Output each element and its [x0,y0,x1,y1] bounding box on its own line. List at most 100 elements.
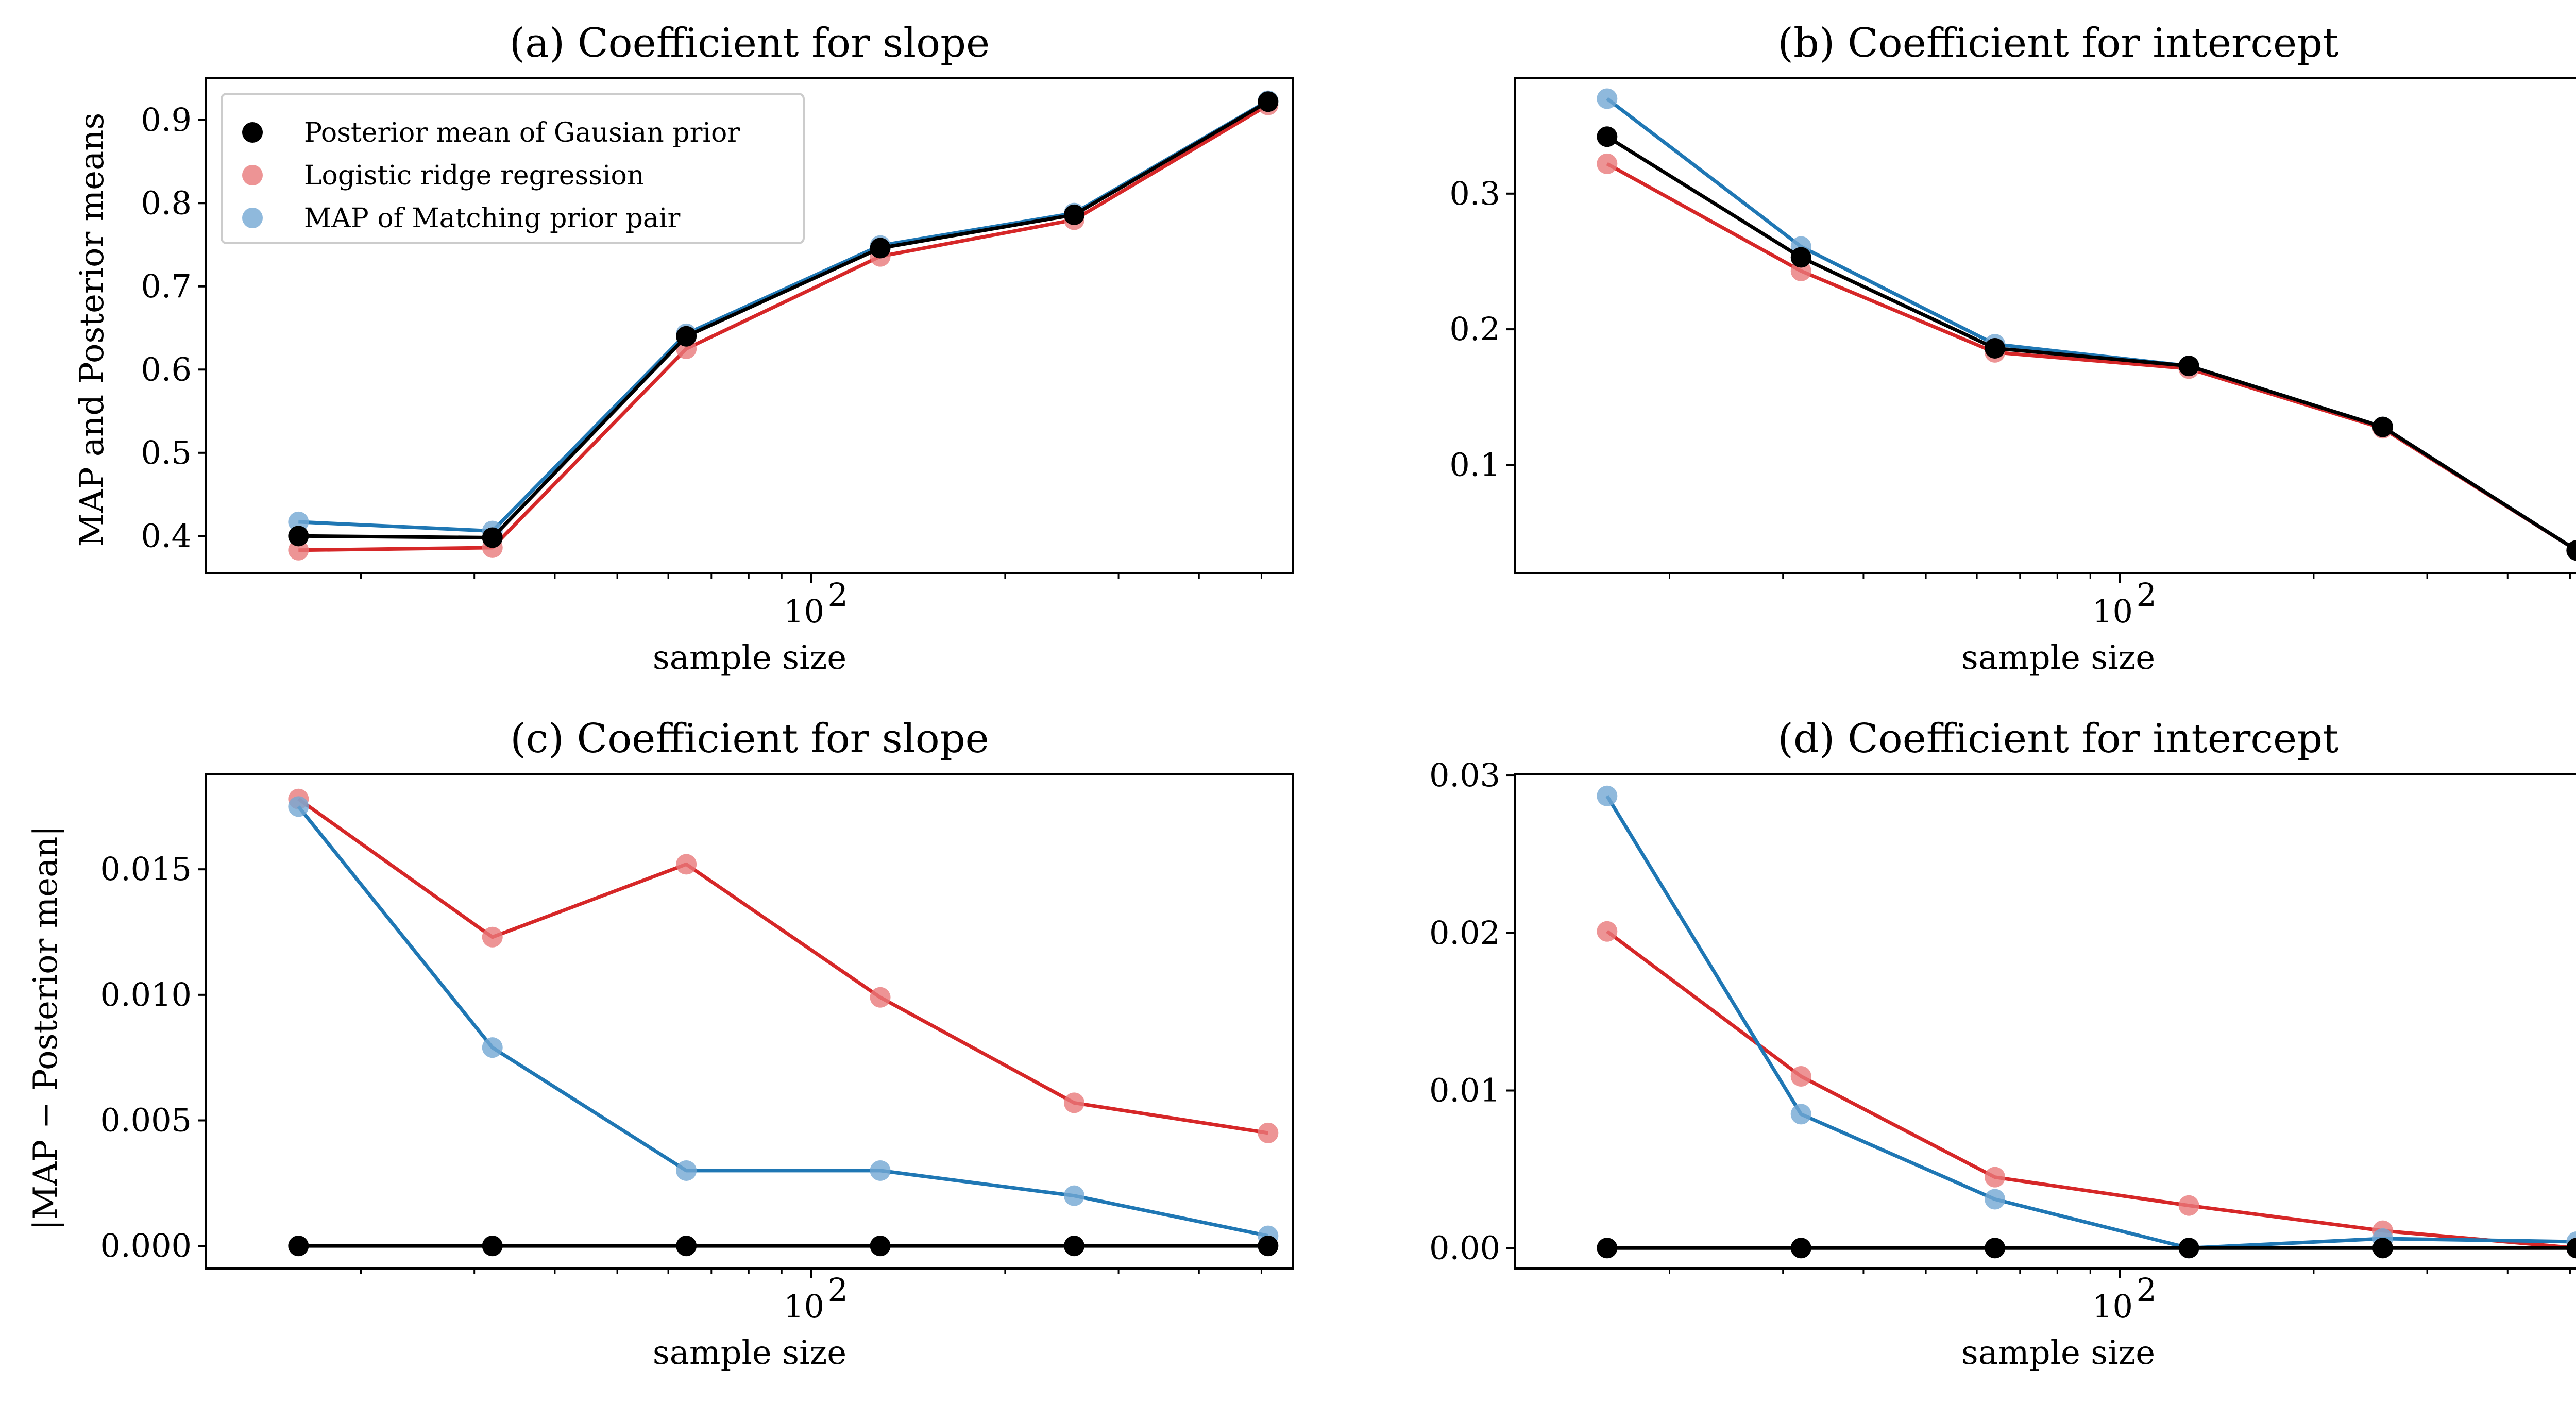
panel-d-series-matching-point [1597,785,1618,806]
panel-d-series-ridge-point [2178,1195,2199,1216]
panel-a: (a) Coefficient for slope 0.4 0.5 0.6 0.7 0.8… [141,20,1294,677]
panel-c-ytick-label: 0.000 [100,1227,192,1264]
panel-c-series-ridge-line [297,797,1268,1135]
panel-c-series-gaussian-point [482,1236,503,1257]
panel-a-ytick-label: 0.7 [141,267,192,305]
panel-c-series-ridge-point [676,854,697,875]
panel-c-series-gaussian-point [1258,1236,1279,1257]
panel-c-series-matching-point [1063,1185,1084,1206]
panel-a-xtick-label: 10 [784,593,824,630]
panel-a-x-axis-label: sample size [653,639,846,677]
legend-marker-ridge [242,165,263,185]
panel-d-series-gaussian-point [2178,1238,2199,1259]
panel-d-axes-frame [1514,773,2576,1270]
panel-c-series-gaussian-point [870,1236,891,1257]
panel-b-axes-frame [1514,77,2576,574]
panel-d-series-ridge-point [1597,921,1618,942]
panel-d-series-ridge-point [1985,1167,2006,1188]
panel-d-ytick-label: 0.02 [1429,914,1500,952]
y-axis-label-top: MAP and Posterior means [73,113,111,547]
panel-d-title: (d) Coefficient for intercept [1778,716,2339,762]
panel-c-series-matching-point [870,1160,891,1181]
panel-a-series-gaussian-line [298,100,1269,539]
panel-d-series-gaussian-point [1597,1238,1618,1259]
panel-c-series-ridge-point [1063,1092,1084,1113]
panel-b-xtick-exponent: 2 [2136,576,2156,614]
panel-c-ytick-label: 0.005 [100,1101,192,1139]
panel-a-ytick-label: 0.5 [141,434,192,471]
panel-a-ytick-label: 0.8 [141,184,192,222]
panel-c-title: (c) Coefficient for slope [510,716,989,762]
panel-b-x-axis-label: sample size [1961,639,2155,677]
panel-c-series-ridge-point [870,987,891,1008]
legend-label-ridge: Logistic ridge regression [304,160,644,191]
panel-a-series-ridge-point [288,539,309,561]
panel-a-title: (a) Coefficient for slope [510,20,990,66]
panel-b-ytick-label: 0.3 [1449,175,1500,212]
panel-d-x-axis-label: sample size [1961,1334,2155,1372]
panel-d: (d) Coefficient for intercept 0.00 0.01 0.0… [1429,716,2576,1372]
panel-a-series-gaussian-point [1258,91,1279,112]
panel-d-series-matching-line [1605,795,2576,1250]
panel-c-ytick-label: 0.010 [100,976,192,1013]
panel-d-xtick-exponent: 2 [2136,1271,2156,1309]
panel-b-series-gaussian-point [2178,356,2199,377]
panel-a-series-gaussian-point [288,526,309,547]
panel-b-series-gaussian-point [1597,126,1618,147]
panel-c-series-gaussian-point [1063,1236,1084,1257]
panel-c-axes-frame [205,773,1294,1270]
panel-b-series-gaussian-point [1790,247,1811,268]
panel-d-series-ridge-line [1606,929,2576,1250]
legend-marker-matching [242,208,263,228]
panel-c-series-ridge-point [1258,1122,1279,1143]
legend-label-matching: MAP of Matching prior pair [304,203,680,234]
panel-a-series-gaussian-point [1063,204,1084,225]
panel-b-series-ridge-point [1597,153,1618,174]
panel-a-series-gaussian-point [676,326,697,347]
y-axis-label-bottom: |MAP − Posterior mean| [27,825,65,1230]
panel-b-series-gaussian-point [2372,416,2393,437]
panel-a-series-matching-point [288,511,309,532]
panel-a-legend: Posterior mean of Gausian prior Logistic … [221,93,805,244]
panel-b-ytick-label: 0.1 [1449,446,1500,483]
panel-c-series-matching-point [676,1160,697,1181]
panel-a-ytick-label: 0.6 [141,350,192,388]
panel-c-x-axis-label: sample size [653,1334,846,1372]
panel-b-title: (b) Coefficient for intercept [1778,20,2339,66]
panel-a-series-ridge-line [298,103,1269,552]
panel-d-series-matching-point [1790,1104,1811,1125]
panel-a-series-gaussian-point [482,527,503,548]
panel-a-xtick-exponent: 2 [827,576,848,614]
legend-box [221,93,805,244]
panel-d-xtick-label: 10 [2092,1288,2133,1325]
panel-b-series-matching-point [1597,88,1618,109]
panel-a-ytick-label: 0.4 [141,517,192,554]
panel-c-xtick-exponent: 2 [827,1271,848,1309]
panel-d-ytick-label: 0.03 [1429,756,1500,794]
panel-c: (c) Coefficient for slope 0.000 0.005 0.010… [100,716,1294,1372]
panel-c-series-ridge-point [482,926,503,948]
panel-b: (b) Coefficient for intercept 0.1 0.2 0.3 10… [1449,20,2576,677]
panel-c-series-gaussian-point [288,1236,309,1257]
panel-d-series-gaussian-point [1790,1238,1811,1259]
panel-b-series-gaussian-line [1606,135,2576,552]
panel-d-series-gaussian-point [2372,1238,2393,1259]
panel-d-series-matching-point [1985,1189,2006,1210]
panel-b-xtick-label: 10 [2092,593,2133,630]
panel-c-ytick-label: 0.015 [100,850,192,888]
panel-a-series-gaussian-point [870,238,891,259]
panel-d-series-ridge-point [1790,1066,1811,1087]
panel-c-series-matching-point [482,1037,503,1058]
panel-c-xtick-label: 10 [784,1288,824,1325]
panel-b-ytick-label: 0.2 [1449,310,1500,348]
legend-marker-gaussian [242,122,263,143]
panel-c-series-matching-point [288,796,309,817]
legend-label-gaussian: Posterior mean of Gausian prior [304,117,740,148]
panel-c-series-matching-line [297,805,1269,1238]
panel-b-series-gaussian-point [1985,337,2006,359]
panel-a-axes-frame [205,77,1294,574]
panel-d-ytick-label: 0.00 [1429,1229,1500,1266]
panel-d-ytick-label: 0.01 [1429,1072,1500,1109]
panel-a-ytick-label: 0.9 [141,101,192,139]
